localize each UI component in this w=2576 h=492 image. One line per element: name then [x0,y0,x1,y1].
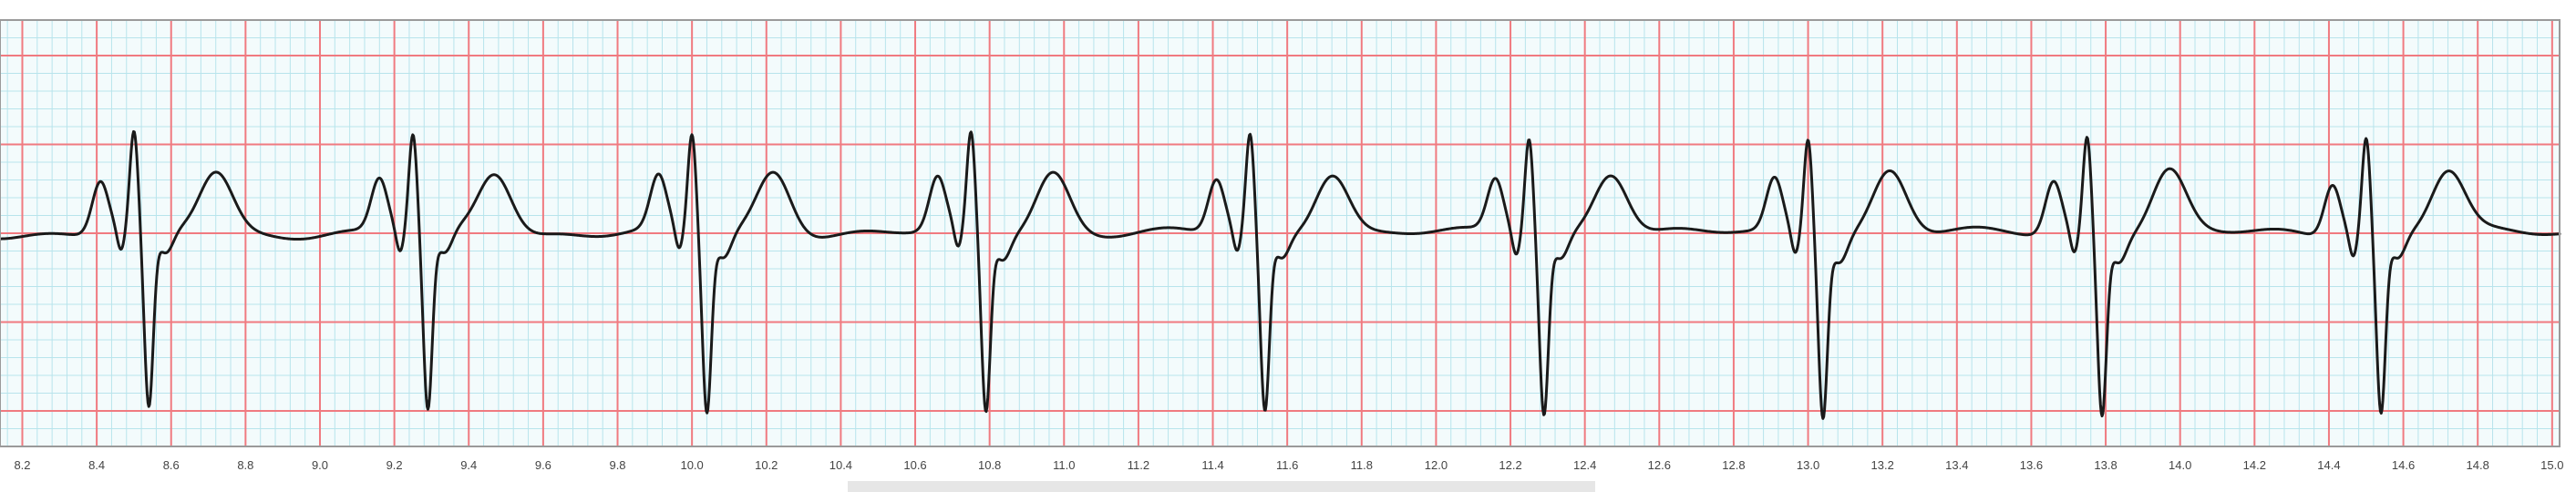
x-tick-label: 13.0 [1797,458,1819,472]
x-axis-tick-labels: 8.2 8.4 8.6 8.8 9.0 9.2 9.4 9.6 9.8 10.0 10.2 10.4 1… [14,458,2563,472]
x-tick-label: 14.0 [2169,458,2191,472]
x-tick-label: 10.0 [680,458,703,472]
x-tick-label: 10.8 [978,458,1001,472]
x-tick-label: 15.0 [2540,458,2563,472]
plot-frame [0,19,2561,447]
x-tick-label: 12.0 [1425,458,1448,472]
x-tick-label: 9.4 [460,458,477,472]
x-tick-label: 13.8 [2094,458,2117,472]
x-tick-label: 11.6 [1276,458,1298,472]
x-tick-label: 14.6 [2392,458,2415,472]
x-tick-label: 12.6 [1648,458,1671,472]
x-tick-label: 12.8 [1722,458,1745,472]
x-tick-label: 10.6 [903,458,926,472]
x-tick-label: 12.4 [1573,458,1596,472]
x-tick-label: 13.4 [1945,458,1968,472]
x-tick-label: 13.2 [1871,458,1894,472]
ecg-trace [0,129,2561,420]
x-tick-label: 11.0 [1053,458,1075,472]
x-tick-label: 11.4 [1201,458,1223,472]
x-tick-label: 9.6 [535,458,551,472]
x-tick-label: 8.8 [237,458,253,472]
x-tick-label: 11.8 [1351,458,1373,472]
x-tick-label: 10.2 [755,458,778,472]
x-tick-label: 9.8 [609,458,625,472]
x-tick-label: 13.6 [2020,458,2043,472]
x-tick-label: 11.2 [1128,458,1149,472]
x-tick-label: 8.6 [163,458,180,472]
x-tick-label: 14.8 [2467,458,2489,472]
x-tick-label: 14.4 [2317,458,2340,472]
x-tick-label: 10.4 [829,458,852,472]
x-tick-label: 9.2 [386,458,403,472]
x-tick-label: 9.0 [312,458,328,472]
x-tick-label: 8.2 [14,458,30,472]
x-tick-label: 14.2 [2243,458,2266,472]
x-tick-label: 8.4 [88,458,105,472]
x-tick-label: 12.2 [1499,458,1521,472]
bottom-scrollbar[interactable] [848,481,1595,492]
